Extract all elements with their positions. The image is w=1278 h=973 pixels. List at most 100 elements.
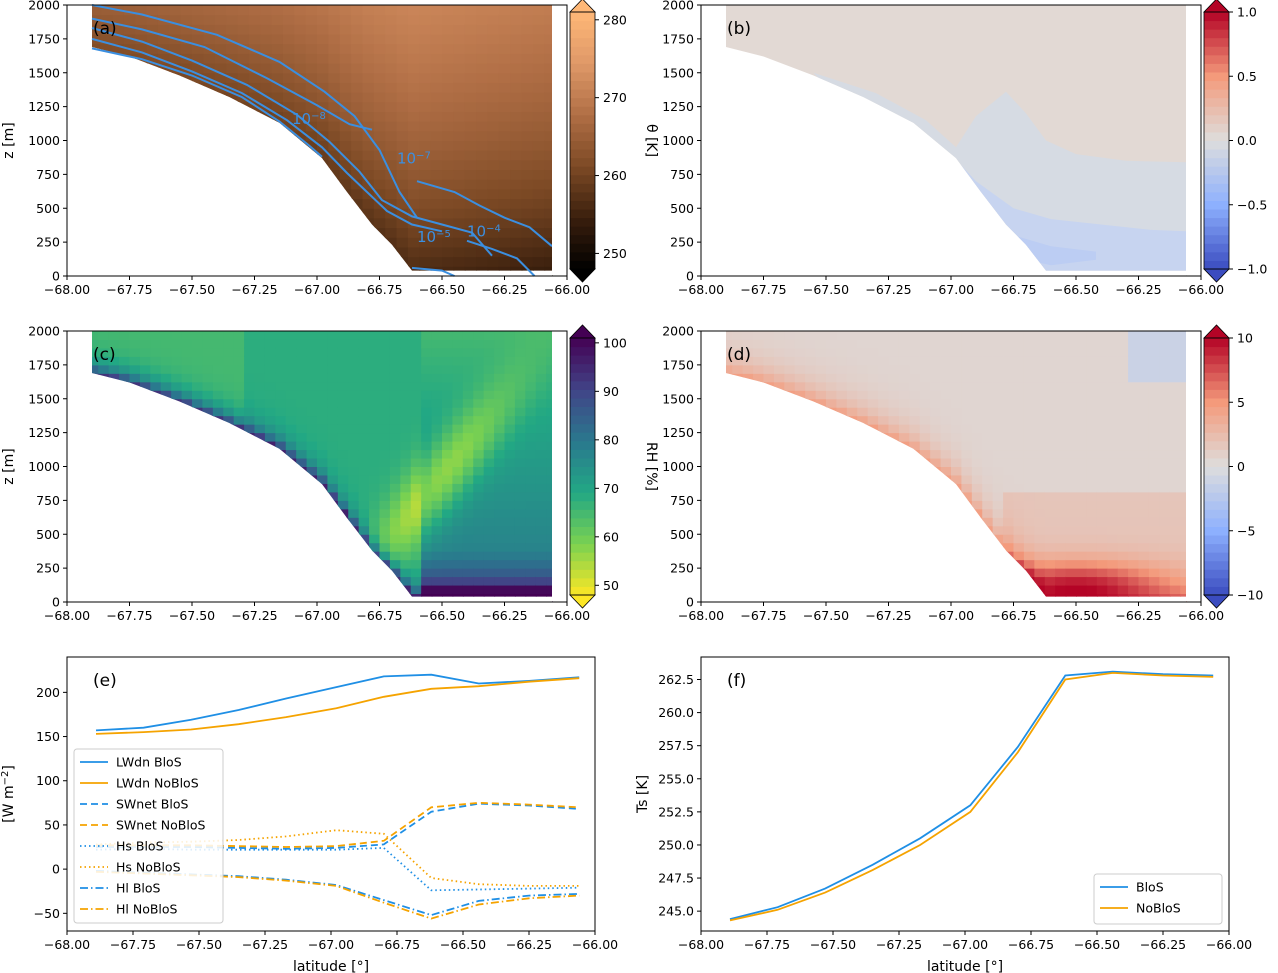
x-tick-label: −68.00 xyxy=(678,282,724,297)
drh-cell xyxy=(888,355,900,366)
drh-cell xyxy=(726,432,734,442)
drh-cell xyxy=(726,457,734,467)
theta-cell xyxy=(544,130,555,141)
drh-cell xyxy=(1138,584,1150,595)
theta-cell xyxy=(112,140,125,151)
drh-cell xyxy=(805,457,817,467)
theta-cell xyxy=(373,246,387,258)
rh-cell xyxy=(473,474,485,484)
theta-cell xyxy=(282,43,296,54)
rh-cell xyxy=(275,372,287,383)
drh-cell xyxy=(763,364,775,374)
drh-cell xyxy=(732,372,744,383)
rh-cell xyxy=(348,398,360,408)
theta-cell xyxy=(78,111,90,122)
theta-cell xyxy=(419,81,432,93)
rh-cell xyxy=(400,415,412,425)
drh-cell xyxy=(1023,347,1036,357)
y-tick-label: 1250 xyxy=(28,425,60,440)
theta-cell xyxy=(476,23,489,35)
rh-cell xyxy=(514,567,527,578)
rh-cell xyxy=(192,389,204,400)
drh-cell xyxy=(763,338,775,349)
rh-cell xyxy=(202,432,214,442)
theta-cell xyxy=(362,149,375,161)
drh-cell xyxy=(1065,347,1077,357)
rh-cell xyxy=(494,338,506,349)
theta-cell xyxy=(544,33,555,45)
theta-cell xyxy=(203,159,216,171)
theta-cell xyxy=(385,149,398,161)
drh-cell xyxy=(898,584,911,595)
theta-cell xyxy=(430,236,443,248)
theta-cell xyxy=(282,23,296,35)
theta-cell xyxy=(305,198,318,209)
drh-cell xyxy=(930,364,942,374)
rh-cell xyxy=(483,542,496,552)
theta-cell xyxy=(362,236,375,248)
theta-cell xyxy=(476,149,489,161)
rh-cell xyxy=(389,508,402,518)
theta-cell xyxy=(112,33,125,45)
theta-cell xyxy=(135,236,148,248)
rh-cell xyxy=(77,458,88,467)
theta-cell xyxy=(157,217,171,229)
drh-cell xyxy=(982,389,994,400)
rh-cell xyxy=(275,567,287,578)
drh-cell xyxy=(753,550,765,561)
rh-cell xyxy=(431,466,443,476)
drh-cell xyxy=(898,372,911,383)
theta-cell xyxy=(237,52,250,64)
rh-cell xyxy=(421,389,433,400)
rh-cell xyxy=(525,559,537,569)
drh-cell xyxy=(1013,516,1025,527)
theta-cell xyxy=(453,256,466,267)
drh-cell xyxy=(898,415,911,425)
colorbar-step xyxy=(1204,191,1229,201)
rh-cell xyxy=(337,449,350,459)
drh-cell xyxy=(794,449,807,459)
rh-cell xyxy=(400,474,412,484)
drh-cell xyxy=(898,449,911,459)
drh-cell xyxy=(971,491,984,501)
rh-cell xyxy=(514,347,527,357)
rh-cell xyxy=(275,491,287,501)
drh-cell xyxy=(1107,381,1119,391)
theta-cell xyxy=(146,246,159,258)
colorbar-step xyxy=(1204,372,1229,382)
rh-cell xyxy=(514,516,527,527)
rh-cell xyxy=(514,525,527,535)
theta-cell xyxy=(351,23,364,35)
drh-cell xyxy=(930,550,942,561)
rh-cell xyxy=(410,347,423,357)
drh-cell xyxy=(711,398,722,407)
rh-cell xyxy=(348,364,360,374)
drh-cell xyxy=(1107,474,1119,484)
rh-cell xyxy=(473,499,485,510)
rh-cell xyxy=(421,584,433,595)
drh-cell xyxy=(1055,508,1067,518)
rh-cell xyxy=(129,347,141,357)
rh-cell xyxy=(233,398,246,408)
theta-cell xyxy=(498,246,512,258)
drh-cell xyxy=(753,516,765,527)
rh-cell xyxy=(77,441,88,450)
drh-cell xyxy=(961,593,973,602)
rh-cell xyxy=(264,415,277,425)
theta-cell xyxy=(271,72,284,83)
rh-cell xyxy=(462,432,475,442)
rh-cell xyxy=(462,457,475,467)
theta-cell xyxy=(294,178,307,190)
rh-cell xyxy=(181,593,193,602)
rh-cell xyxy=(67,390,78,399)
theta-cell xyxy=(396,62,409,74)
rh-cell xyxy=(369,415,381,425)
theta-cell xyxy=(135,120,148,132)
rh-cell xyxy=(452,331,464,340)
colorbar-tick-label: 100 xyxy=(603,335,627,350)
theta-cell xyxy=(317,101,330,112)
rh-cell xyxy=(254,542,266,552)
drh-cell xyxy=(857,593,869,602)
theta-cell xyxy=(328,72,341,83)
theta-cell xyxy=(487,91,500,103)
